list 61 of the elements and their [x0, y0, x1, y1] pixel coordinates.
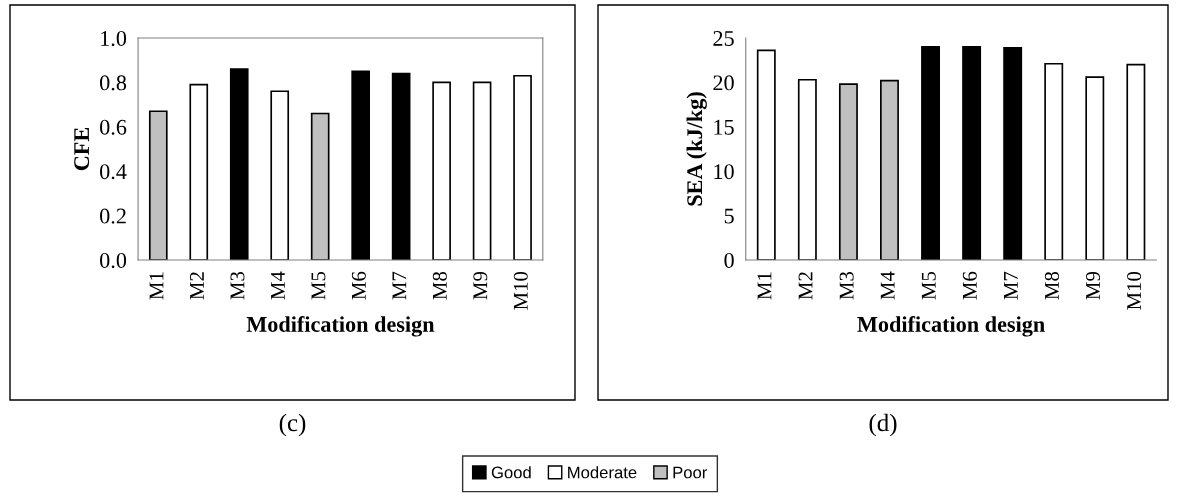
x-tick-label: M1: [149, 272, 164, 300]
x-tick-label: M3: [230, 271, 245, 300]
legend-label: Good: [491, 466, 531, 479]
legend-label: Poor: [673, 466, 708, 479]
x-tick-label: M10: [1127, 271, 1142, 310]
legend-label: Moderate: [568, 466, 637, 479]
bar: [472, 81, 492, 260]
x-tick-label: M6: [351, 271, 366, 300]
bar: [148, 110, 168, 260]
x-tick-label: M3: [839, 271, 854, 300]
y-tick-label: 1.0: [101, 30, 127, 47]
x-tick-label: M5: [311, 271, 326, 300]
x-tick-label: M2: [798, 272, 813, 300]
x-tick-label: M5: [921, 271, 936, 300]
bar: [513, 74, 532, 260]
y-tick-label: 0.0: [100, 252, 127, 269]
x-tick-label: M7: [1004, 271, 1018, 300]
text: (c): [279, 413, 306, 437]
x-tick-label: M7: [392, 271, 407, 300]
bar: [391, 72, 411, 260]
y-tick-label: 0.4: [100, 164, 127, 180]
bar: [270, 90, 290, 260]
y-axis-title: CFE: [74, 127, 90, 171]
y-tick-label: 25: [713, 30, 734, 46]
y-tick-label: 0.6: [100, 119, 127, 135]
y-tick-label: 0.8: [100, 75, 127, 91]
text: (d): [869, 413, 897, 437]
x-tick-label: M4: [880, 271, 895, 300]
y-tick-label: 0: [724, 252, 734, 268]
y-tick-label: 5: [724, 208, 734, 224]
bar: [1085, 76, 1105, 260]
bar: [351, 70, 371, 260]
x-tick-label: M10: [513, 271, 528, 310]
bar: [797, 78, 817, 260]
bar: [1044, 62, 1064, 260]
bar: [880, 79, 899, 260]
bar: [756, 49, 776, 260]
x-tick-label: M9: [1086, 271, 1101, 300]
y-tick-label: 0.2: [100, 208, 126, 224]
bar: [921, 46, 941, 260]
x-tick-label: M9: [473, 271, 488, 300]
x-tick-label: M4: [271, 271, 285, 300]
y-tick-label: 15: [714, 119, 734, 135]
y-tick-label: 10: [714, 164, 734, 180]
x-tick-label: M1: [757, 272, 772, 300]
bar: [310, 112, 330, 260]
y-axis-title: SEA (kJ/kg): [686, 92, 707, 206]
x-tick-label: M6: [962, 271, 977, 300]
bar: [838, 83, 858, 260]
y-tick-label: 20: [713, 75, 734, 91]
x-axis-title: Modification design: [857, 316, 1045, 337]
x-tick-label: M2: [189, 272, 204, 300]
bar: [962, 46, 982, 260]
bar: [1003, 46, 1023, 260]
x-tick-label: M8: [1044, 271, 1059, 300]
bar: [432, 81, 451, 260]
x-axis-title: Modification design: [246, 316, 435, 337]
bar: [229, 68, 249, 260]
bar: [1126, 63, 1146, 260]
bar: [189, 83, 209, 260]
x-tick-label: M8: [432, 271, 447, 300]
